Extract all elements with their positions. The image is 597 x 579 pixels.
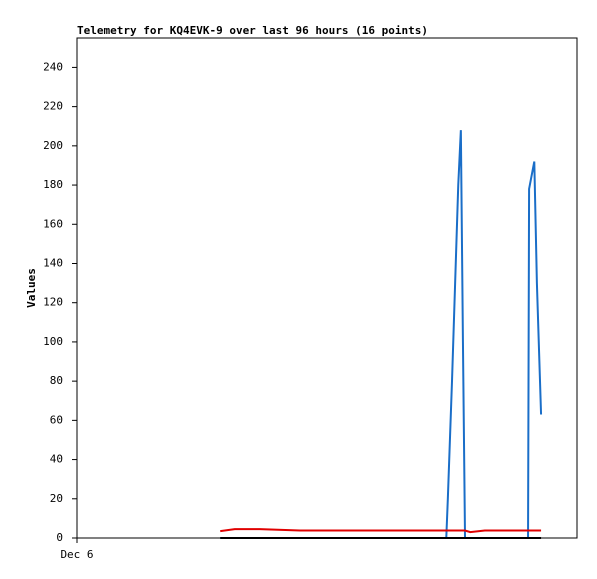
y-tick-label: 60 xyxy=(50,413,63,426)
y-tick-label: 140 xyxy=(43,256,63,269)
y-axis-label: Values xyxy=(25,268,38,308)
y-tick-label: 200 xyxy=(43,139,63,152)
y-tick-label: 40 xyxy=(50,453,63,466)
y-tick-label: 220 xyxy=(43,100,63,113)
y-tick-label: 180 xyxy=(43,178,63,191)
y-tick-label: 0 xyxy=(56,531,63,544)
chart-title: Telemetry for KQ4EVK-9 over last 96 hour… xyxy=(77,24,428,37)
y-tick-label: 80 xyxy=(50,374,63,387)
plot-frame xyxy=(76,37,578,539)
y-tick-label: 120 xyxy=(43,296,63,309)
y-tick-label: 100 xyxy=(43,335,63,348)
y-tick-label: 160 xyxy=(43,217,63,230)
y-tick-label: 240 xyxy=(43,60,63,73)
series-line xyxy=(220,528,542,534)
y-tick-label: 20 xyxy=(50,492,63,505)
x-tick-label: Dec 6 xyxy=(60,548,93,561)
